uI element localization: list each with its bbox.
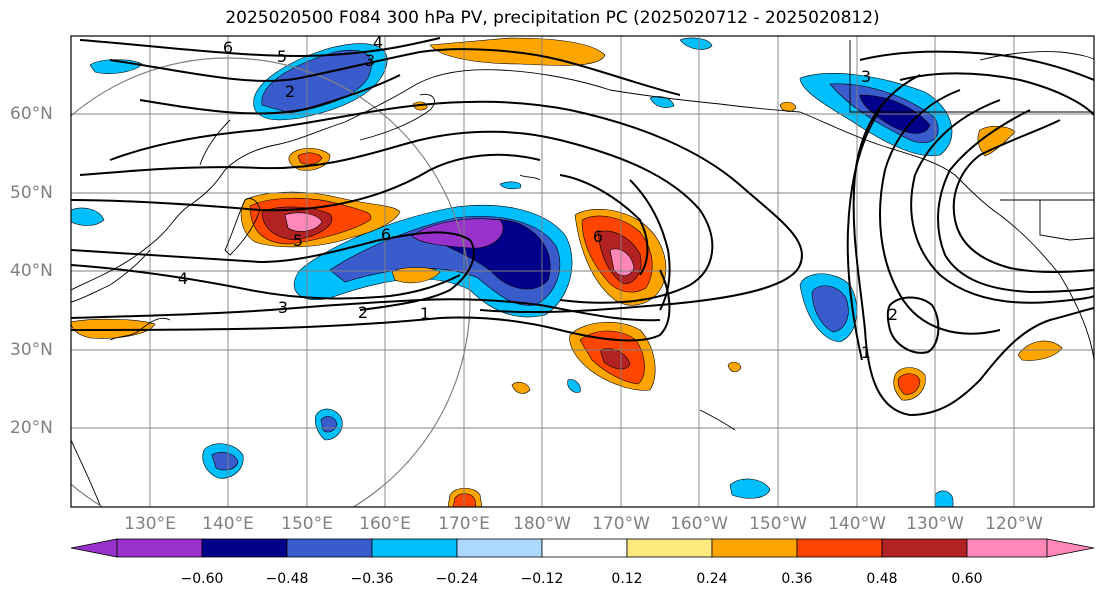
colorbar-segment [541,538,628,558]
colorbar-segment [116,538,203,558]
colorbar-segment [626,538,713,558]
colorbar-tick-label: −0.36 [350,571,394,587]
colorbar-tick-label: −0.48 [265,571,309,587]
colorbar-segment [201,538,288,558]
lon-label: 150°W [749,514,807,534]
contour-label: 5 [293,231,303,250]
contour-label: 5 [277,47,287,66]
contour-label: 6 [223,38,233,57]
map-title: 2025020500 F084 300 hPa PV, precipitatio… [225,8,880,28]
colorbar-tick-label: 0.48 [866,571,898,587]
colorbar-tick-label: −0.12 [520,571,564,587]
lon-label: 160°E [359,514,411,534]
lat-label: 60°N [10,104,53,124]
colorbar-tick-label: −0.24 [435,571,479,587]
lon-label: 130°E [124,514,176,534]
colorbar-segment [70,538,118,558]
contour-label: 3 [278,298,288,317]
lat-label: 50°N [10,183,53,203]
colorbar-segment [1046,538,1095,558]
pv-contours [71,37,1094,417]
colorbar-tick-label: 0.24 [696,571,728,587]
colorbar-tick-label: −0.60 [180,571,224,587]
colorbar-tick-label: 0.36 [781,571,813,587]
contour-label: 4 [178,269,188,288]
lon-label: 120°W [985,514,1043,534]
lon-label: 160°W [670,514,728,534]
contour-label: 2 [358,303,368,322]
lon-label: 140°E [202,514,254,534]
colorbar-segment [456,538,543,558]
colorbar [70,538,1095,558]
lon-label: 170°W [592,514,650,534]
contour-label: 4 [373,33,383,52]
lon-label: 150°E [281,514,333,534]
contour-label: 1 [420,304,430,323]
colorbar-segment [796,538,883,558]
lon-label: 130°W [906,514,964,534]
colorbar-segment [286,538,373,558]
contour-label: 2 [285,82,295,101]
contour-label: 3 [365,51,375,70]
map-frame [70,35,1095,508]
contour-label: 1 [861,343,871,362]
lon-label: 170°E [438,514,490,534]
lat-label: 30°N [10,340,53,360]
contour-label: 3 [861,67,871,86]
colorbar-segment [881,538,968,558]
colorbar-segment [371,538,458,558]
contour-label: 6 [593,227,603,246]
contour-label: 6 [381,225,391,244]
lat-label: 40°N [10,261,53,281]
contour-label: 2 [888,305,898,324]
colorbar-tick-label: 0.60 [951,571,983,587]
colorbar-tick-label: 0.12 [611,571,643,587]
colorbar-segment [966,538,1048,558]
lat-label: 20°N [10,418,53,438]
lon-label: 180°W [513,514,571,534]
lon-label: 140°W [828,514,886,534]
contour-label-group: 6 5 4 3 2 6 5 4 3 2 1 6 1 2 3 [178,33,898,362]
colorbar-segment [711,538,798,558]
